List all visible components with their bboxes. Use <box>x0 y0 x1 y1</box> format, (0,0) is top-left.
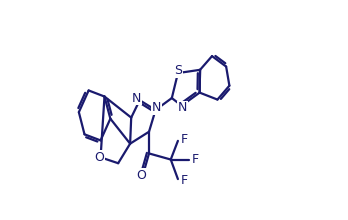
Text: F: F <box>181 133 188 146</box>
Text: N: N <box>178 101 187 114</box>
Text: O: O <box>136 169 146 182</box>
Text: N: N <box>132 92 141 104</box>
Text: N: N <box>151 101 161 114</box>
Text: O: O <box>95 151 104 164</box>
Text: S: S <box>174 64 182 77</box>
Text: F: F <box>181 174 188 187</box>
Text: F: F <box>192 153 199 166</box>
